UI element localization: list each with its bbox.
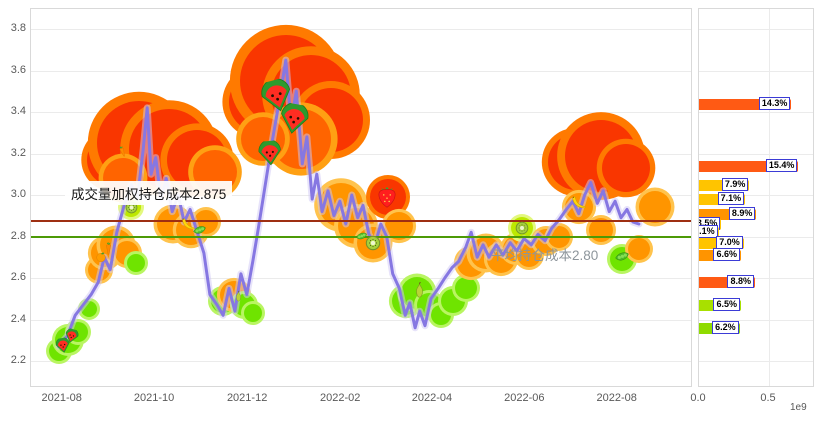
y-axis-tick: 3.0 <box>10 188 26 200</box>
cost-distribution-bar: 8.8% <box>699 275 755 289</box>
cost-distribution-bar: 14.3% <box>699 96 792 110</box>
peas-icon <box>192 223 207 238</box>
y-axis-tick: 3.4 <box>10 105 26 117</box>
volume-bubble <box>243 304 262 323</box>
bar-pct-label: 15.4% <box>765 158 798 172</box>
y-axis-tick: 3.2 <box>10 146 26 159</box>
gridline <box>699 153 813 155</box>
volume-axis-tick: 0.5 <box>760 392 776 404</box>
gridline <box>699 70 813 72</box>
volume-axis-tick: 0.0 <box>690 392 706 404</box>
volume-bubble <box>454 277 477 300</box>
x-axis-tick: 2021-08 <box>41 392 82 404</box>
bar-pct-label: 8.8% <box>727 275 754 289</box>
kiwi-icon <box>365 235 381 251</box>
volume-bubble <box>602 144 651 193</box>
cost-distribution-bar: 8.9% <box>699 206 757 220</box>
bar-pct-label: 14.3% <box>758 96 791 110</box>
volume-bubble <box>126 254 145 273</box>
price-plot-area[interactable]: 成交量加权持仓成本2.875 平均持仓成本2.80 <box>30 8 692 387</box>
bar-pct-label: 7.9% <box>721 177 749 191</box>
gridline <box>699 236 813 238</box>
y-axis-tick: 3.8 <box>10 22 26 34</box>
watermelon-icon <box>256 139 284 167</box>
gridline <box>699 319 813 321</box>
cost-distribution-bar: 6.6% <box>699 248 741 262</box>
vol-gridline <box>769 9 770 386</box>
watermelon-icon <box>275 102 312 139</box>
y-axis-tick: 2.4 <box>10 312 26 325</box>
carrot-icon <box>101 241 116 256</box>
bar-pct-label: 6.5% <box>713 297 740 311</box>
bar-pct-label: 7.1% <box>717 192 745 206</box>
gridline <box>699 195 813 196</box>
gridline <box>31 361 691 362</box>
cost-distribution-bar: 6.2% <box>699 320 740 334</box>
x-axis-tick: 2022-08 <box>596 392 637 404</box>
y-axis-tick: 2.6 <box>10 271 26 283</box>
gridline <box>699 112 813 113</box>
bar-pct-label: 8.9% <box>728 206 756 220</box>
bar-pct-label: 3.1% <box>699 225 718 239</box>
bar-pct-label: 7.0% <box>716 235 743 249</box>
y-axis-tick: 3.6 <box>10 63 26 76</box>
bar-pct-label: 6.2% <box>712 320 739 334</box>
x-axis-tick: 2021-12 <box>226 392 268 404</box>
volume-profile-plot-area[interactable]: 14.3%15.4%7.9%7.1%8.9%3.5%3.1%7.0%6.6%8.… <box>698 8 814 387</box>
pear-icon <box>410 281 429 300</box>
avg-cost-label: 平均持仓成本2.80 <box>491 248 599 263</box>
gridline <box>699 361 813 362</box>
strawberry-icon <box>374 184 400 210</box>
cost-distribution-bar: 7.0% <box>699 235 744 249</box>
volume-bubble <box>638 191 671 224</box>
vwap-cost-label: 成交量加权持仓成本2.875 <box>65 181 233 205</box>
bar-pct-label: 6.6% <box>713 248 740 262</box>
volume-bubble <box>627 237 650 260</box>
pear-icon <box>232 290 245 303</box>
gridline <box>31 319 691 321</box>
x-axis-tick: 2022-04 <box>411 392 453 404</box>
gridline <box>31 29 691 30</box>
gridline <box>699 29 813 30</box>
banana-icon <box>570 194 588 212</box>
cost-distribution-bar: 7.1% <box>699 192 746 206</box>
volume-axis-unit: 1e9 <box>790 402 807 413</box>
cost-distribution-bar: 15.4% <box>699 158 799 172</box>
x-axis-tick: 2022-02 <box>320 392 361 404</box>
volume-bubble <box>81 301 98 318</box>
x-axis-tick: 2021-10 <box>133 392 175 404</box>
gridline <box>31 278 691 279</box>
kiwi-icon <box>515 221 529 235</box>
x-axis-tick: 2022-06 <box>504 392 545 404</box>
peas-icon <box>614 249 630 265</box>
y-axis-tick: 2.8 <box>10 229 26 242</box>
vwap-line <box>31 219 691 222</box>
y-axis-tick: 2.2 <box>10 354 26 366</box>
gridline <box>31 70 691 72</box>
cost-distribution-bar: 6.5% <box>699 297 741 311</box>
cost-distribution-bar: 7.9% <box>699 177 750 191</box>
gridline <box>699 278 813 279</box>
